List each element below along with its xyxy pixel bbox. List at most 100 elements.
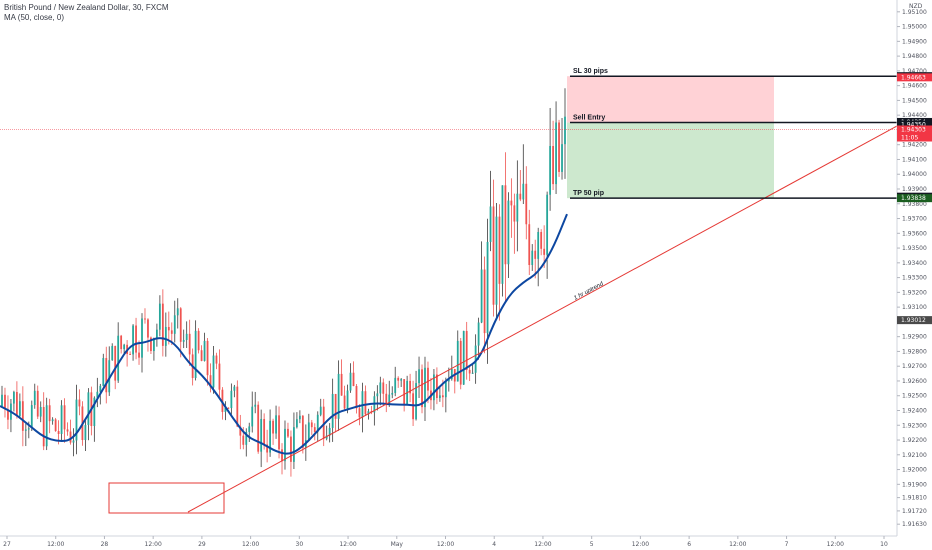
candle-body (96, 391, 99, 398)
time-tick-label: 12:00 (729, 541, 746, 548)
candle-body (415, 383, 417, 420)
candle-body (182, 339, 185, 342)
candle-body (158, 303, 161, 330)
candle-body (549, 146, 552, 195)
stop-loss-line-label: SL 30 pips (573, 68, 608, 75)
candle-body (486, 241, 489, 334)
candle-body (263, 418, 266, 445)
price-tick-label: 1.93700 (902, 216, 927, 223)
stop-loss-zone (567, 76, 774, 123)
candle-body (99, 385, 102, 392)
candle-body (51, 419, 54, 422)
price-tick-label: 1.93200 (902, 289, 927, 296)
candle-body (534, 250, 537, 259)
candle-body (75, 399, 78, 441)
candle-body (382, 382, 385, 394)
candle-body (102, 358, 105, 386)
price-tick-label: 1.91630 (902, 521, 927, 528)
risk-reward-zones (567, 76, 774, 199)
level-lines: SL 30 pips Sell Entry TP 50 pip (570, 68, 897, 199)
candle-body (379, 382, 382, 394)
candle-body (275, 415, 277, 434)
candle-body (132, 325, 134, 355)
candle-body (528, 224, 531, 266)
price-tag-label: 1.93838 (901, 195, 926, 202)
candle-body (84, 424, 87, 441)
candle-body (519, 193, 522, 200)
candle-body (355, 386, 358, 409)
time-tick-label: 30 (296, 541, 304, 548)
candle-body (296, 419, 298, 428)
candle-body (564, 116, 566, 145)
candle-body (510, 200, 513, 206)
candle-body (489, 206, 492, 242)
price-tag (897, 73, 932, 82)
candle-body (424, 367, 426, 408)
candle-body (21, 401, 24, 431)
candle-body (4, 394, 6, 410)
candle-body (203, 340, 206, 361)
candle-body (209, 375, 212, 388)
price-tick-label: 1.94600 (902, 83, 927, 90)
candle-body (36, 390, 39, 417)
candle-body (1, 394, 3, 407)
candle-body (257, 404, 260, 452)
price-tag-label: 1.94303 (901, 126, 926, 133)
price-tick-label: 1.93500 (902, 245, 927, 252)
time-tick-label: 12:00 (339, 541, 356, 548)
indicator-legend: MA (50, close, 0) (4, 13, 65, 22)
price-tick-label: 1.92400 (902, 407, 927, 414)
price-tick-label: 1.93900 (902, 186, 927, 193)
sell-entry-line-label: Sell Entry (573, 115, 605, 122)
support-box (108, 482, 225, 514)
candle-body (441, 395, 444, 398)
candle-body (525, 183, 528, 225)
candle-body (117, 335, 120, 381)
price-tick-label: 1.93300 (902, 275, 927, 282)
candle-body (13, 391, 15, 404)
candle-body (278, 415, 280, 450)
candle-body (427, 367, 429, 391)
candle-body (248, 426, 251, 432)
candle-body (334, 393, 337, 419)
price-tag-label: 1.94663 (901, 74, 926, 81)
candle-body (358, 408, 361, 418)
time-tick-label: 6 (687, 541, 691, 548)
candle-body (447, 379, 450, 382)
candle-body (287, 428, 289, 437)
candle-body (197, 330, 200, 351)
candle-body (54, 419, 57, 432)
candle-body (194, 330, 197, 378)
price-tick-label: 1.95000 (902, 24, 927, 31)
candle-body (33, 390, 36, 406)
price-tag (897, 194, 932, 203)
candle-body (111, 345, 114, 361)
candle-body (224, 407, 227, 412)
candle-body (39, 407, 42, 417)
time-tick-label: 12:00 (534, 541, 551, 548)
price-tick-label: 1.92200 (902, 437, 927, 444)
candle-body (24, 429, 27, 431)
price-tick-label: 1.92000 (902, 467, 927, 474)
candle-body (531, 250, 534, 266)
candle-body (322, 406, 325, 439)
candle-body (552, 146, 554, 185)
candle-body (266, 444, 269, 453)
candle-body (459, 340, 462, 385)
candle-body (173, 315, 176, 334)
time-tick-label: 4 (492, 541, 496, 548)
price-tick-label: 1.93600 (902, 230, 927, 237)
price-tick-label: 1.94700 (902, 68, 927, 75)
candle-body (153, 338, 155, 352)
candle-body (450, 369, 453, 380)
candle-body (239, 426, 242, 436)
candle-body (78, 399, 81, 407)
price-tag-label: 1.93012 (901, 317, 926, 324)
candle-body (69, 431, 72, 443)
time-tick-label: 28 (101, 541, 109, 548)
price-tick-label: 1.93400 (902, 260, 927, 267)
price-tick-label: 1.92600 (902, 378, 927, 385)
price-tag (897, 133, 932, 142)
candle-body (161, 303, 164, 346)
